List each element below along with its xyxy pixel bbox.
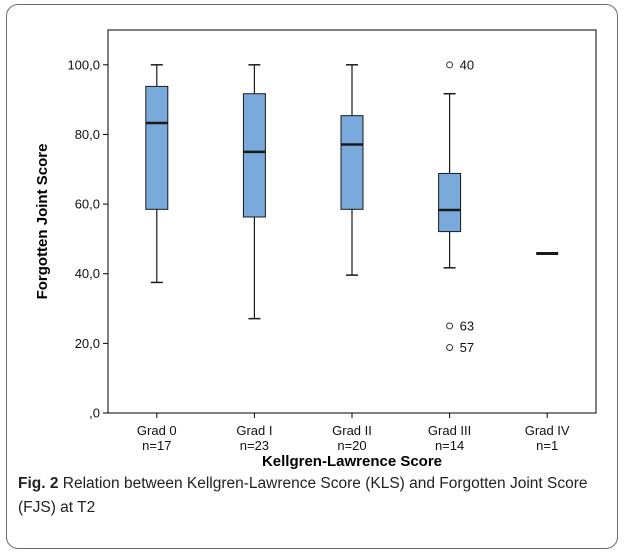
x-tick-n-label: n=23 bbox=[240, 438, 269, 453]
y-tick-label: 100,0 bbox=[67, 57, 100, 72]
x-tick-n-label: n=14 bbox=[435, 438, 464, 453]
y-tick-label: 60,0 bbox=[75, 197, 100, 212]
iqr-box bbox=[340, 115, 364, 210]
iqr-box bbox=[438, 172, 462, 233]
chart-marks bbox=[145, 61, 559, 352]
y-tick-label: ,0 bbox=[89, 406, 100, 421]
figure-caption: Fig. 2 Relation between Kellgren-Lawrenc… bbox=[18, 472, 610, 520]
x-tick-n-label: n=1 bbox=[536, 438, 558, 453]
y-tick-label: 20,0 bbox=[75, 336, 100, 351]
x-tick-label: Grad 0 bbox=[137, 423, 177, 438]
box-plot-chart: ,0 20,0 40,0 60,0 80,0 100,0 Forgotten Joint S… bbox=[34, 29, 597, 470]
x-axis-title: Kellgren-Lawrence Score bbox=[262, 453, 442, 470]
x-tick-label: Grad IV bbox=[525, 423, 570, 438]
x-tick-label: Grad II bbox=[332, 423, 372, 438]
outlier-point bbox=[446, 61, 454, 69]
y-axis-title: Forgotten Joint Score bbox=[34, 144, 51, 300]
x-tick-label: Grad I bbox=[236, 423, 272, 438]
outlier-label: 63 bbox=[460, 318, 474, 333]
outlier-point bbox=[446, 344, 454, 352]
outlier-label: 57 bbox=[460, 340, 474, 355]
iqr-box bbox=[145, 85, 169, 210]
y-tick-label: 80,0 bbox=[75, 127, 100, 142]
caption-fig-label: Fig. 2 bbox=[18, 475, 59, 492]
chart-axes bbox=[103, 29, 597, 418]
chart-labels: ,0 20,0 40,0 60,0 80,0 100,0 Forgotten Joint S… bbox=[34, 57, 570, 470]
x-tick-label: Grad III bbox=[428, 423, 471, 438]
y-tick-label: 40,0 bbox=[75, 266, 100, 281]
x-tick-n-label: n=20 bbox=[337, 438, 366, 453]
caption-text: Relation between Kellgren-Lawrence Score… bbox=[18, 475, 588, 516]
iqr-box bbox=[242, 93, 266, 218]
outlier-point bbox=[446, 322, 454, 330]
outlier-label: 40 bbox=[460, 57, 474, 72]
x-tick-n-label: n=17 bbox=[142, 438, 171, 453]
